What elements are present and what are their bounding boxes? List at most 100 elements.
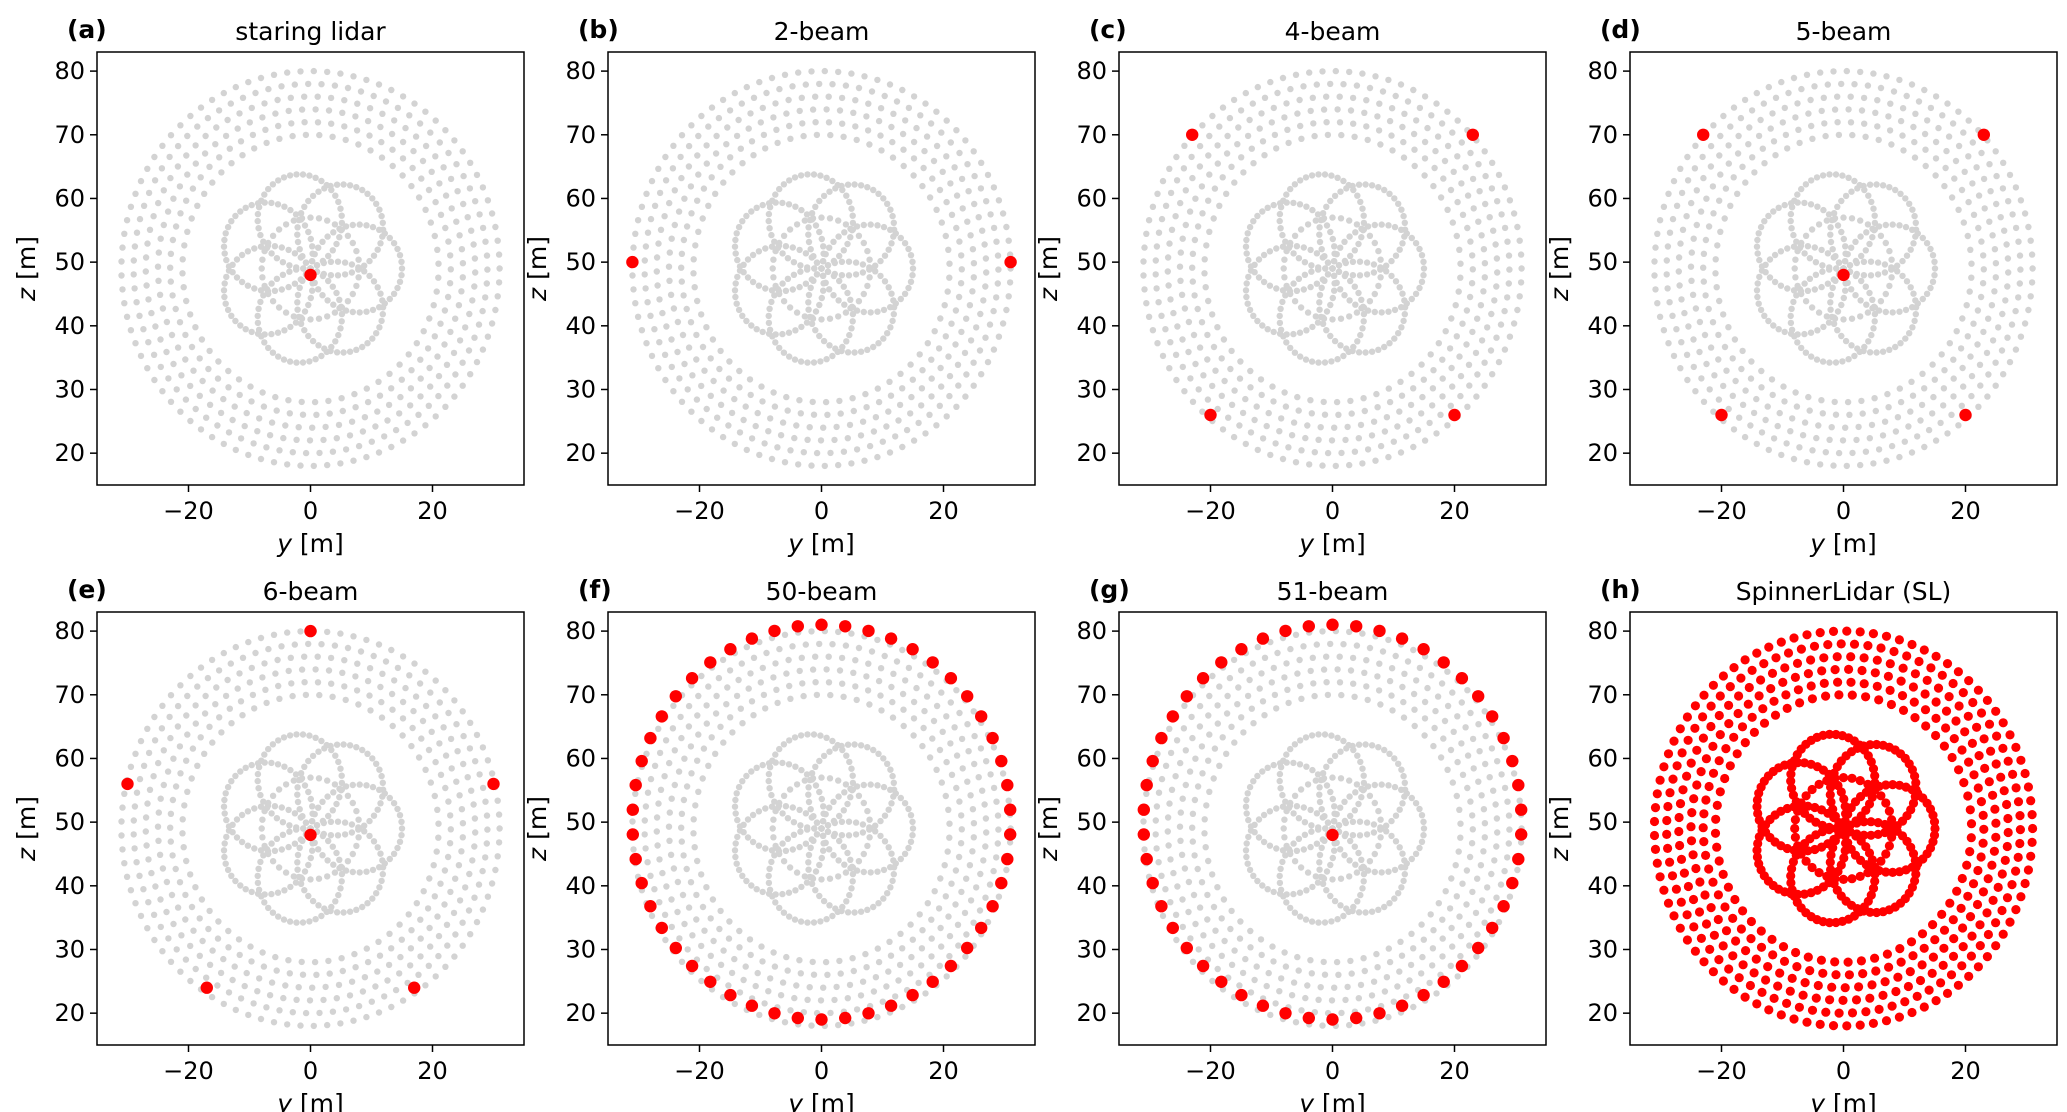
background-point (1238, 154, 1245, 161)
background-point (468, 787, 475, 794)
background-point (2021, 320, 2029, 327)
background-point (1412, 290, 1420, 297)
background-point (1651, 272, 1658, 279)
background-point (1364, 446, 1372, 453)
background-point (1781, 104, 1789, 112)
background-point (762, 805, 769, 812)
background-point (1249, 100, 1257, 107)
background-point (1846, 411, 1853, 418)
background-point (1351, 283, 1359, 290)
background-point (406, 112, 413, 119)
background-point (366, 132, 373, 139)
background-point (306, 918, 313, 925)
background-point (836, 252, 843, 260)
background-point (784, 255, 792, 262)
background-point (1283, 247, 1290, 255)
background-point (378, 212, 385, 220)
background-point (325, 837, 332, 845)
background-point (889, 154, 897, 161)
background-point (1279, 231, 1286, 239)
background-point (1720, 382, 1727, 390)
background-point (1862, 247, 1870, 254)
background-point (1875, 136, 1882, 144)
background-point (1181, 305, 1189, 312)
background-point (1347, 252, 1354, 260)
background-point (1408, 370, 1415, 377)
background-point (472, 829, 479, 836)
background-point (247, 383, 254, 390)
background-point (1834, 308, 1842, 315)
background-point (776, 185, 783, 193)
background-point (425, 962, 432, 969)
background-point (942, 792, 949, 800)
background-point (933, 702, 941, 710)
background-point (661, 351, 669, 358)
background-point (767, 415, 774, 422)
background-point (1216, 202, 1223, 209)
background-point (859, 261, 867, 268)
background-point (1316, 238, 1324, 246)
background-point (698, 942, 705, 950)
background-point (308, 258, 316, 265)
background-point (293, 826, 300, 833)
background-point (685, 163, 693, 170)
background-point (939, 168, 946, 175)
background-point (1206, 132, 1213, 140)
background-point (225, 989, 233, 996)
background-point (192, 142, 199, 149)
background-point (1448, 315, 1455, 322)
background-point (1145, 313, 1153, 320)
background-point (1242, 287, 1250, 294)
background-point (325, 107, 333, 114)
background-point (1351, 448, 1359, 455)
background-point (1177, 277, 1184, 284)
background-point (990, 307, 997, 315)
background-point (1712, 270, 1719, 277)
background-point (1234, 141, 1241, 148)
background-point (492, 223, 499, 231)
background-point (1447, 402, 1455, 409)
background-point (181, 242, 188, 249)
background-point (1189, 958, 1197, 965)
background-point (1955, 206, 1962, 213)
background-point (335, 198, 342, 206)
background-point (1497, 321, 1505, 328)
background-point (453, 721, 460, 728)
background-point (687, 879, 695, 886)
background-point (265, 850, 272, 858)
background-point (820, 243, 827, 250)
y-axis-label: z [m] (1545, 236, 1574, 302)
background-point (1798, 85, 1805, 93)
background-point (963, 931, 970, 938)
background-point (349, 290, 356, 298)
background-point (256, 415, 263, 422)
background-point (1886, 282, 1893, 290)
background-point (1730, 104, 1738, 111)
background-point (1166, 240, 1173, 247)
background-point (1466, 293, 1474, 301)
background-point (1944, 100, 1951, 107)
background-point (1200, 372, 1207, 379)
background-point (479, 184, 487, 191)
background-point (1739, 401, 1747, 408)
background-point (2004, 283, 2011, 290)
background-point (239, 712, 246, 719)
background-point (1787, 200, 1795, 207)
background-point (779, 759, 786, 767)
background-point (291, 250, 299, 257)
background-point (331, 869, 339, 876)
background-point (214, 375, 222, 382)
background-point (1314, 211, 1322, 218)
background-point (469, 297, 476, 304)
background-point (867, 221, 874, 228)
background-point (246, 679, 253, 686)
background-point (668, 235, 675, 242)
background-point (316, 691, 323, 699)
background-point (494, 237, 501, 244)
background-point (287, 94, 294, 102)
background-point (817, 172, 824, 179)
background-point (1735, 132, 1742, 140)
background-point (851, 741, 858, 748)
background-point (1872, 109, 1879, 117)
background-point (335, 891, 342, 899)
